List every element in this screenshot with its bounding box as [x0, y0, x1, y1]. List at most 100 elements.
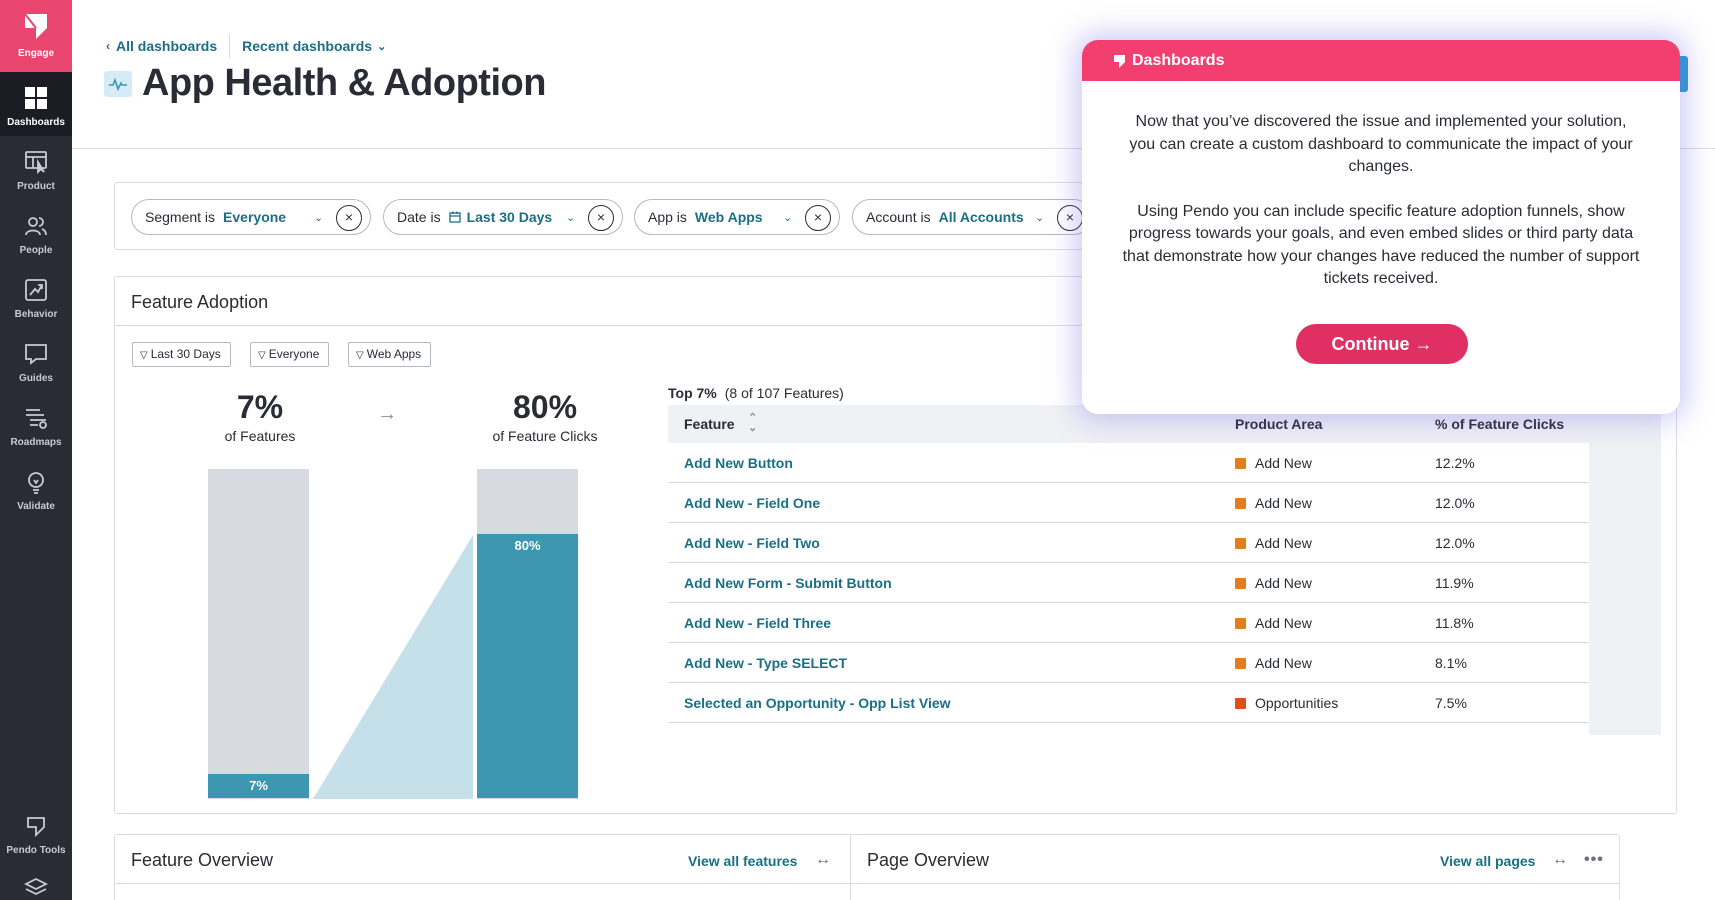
sidebar-item-label: People — [19, 245, 53, 256]
sidebar-item-roadmaps[interactable]: Roadmaps — [0, 392, 72, 456]
clicks-bar-fill: 80% — [477, 534, 578, 798]
features-bar-track — [208, 469, 309, 799]
app-filter[interactable]: App is Web Apps ⌄ × — [634, 199, 840, 235]
area-color-swatch — [1235, 457, 1246, 469]
filter-icon: ▽ — [140, 350, 148, 361]
feature-link[interactable]: Selected an Opportunity - Opp List View — [684, 695, 951, 711]
chevron-down-icon: ⌄ — [566, 211, 576, 224]
guides-icon — [25, 344, 47, 365]
sidebar-item-product[interactable]: Product — [0, 136, 72, 200]
card-title: Feature Adoption — [131, 292, 269, 312]
table-row[interactable]: Add New - Field One Add New 12.0% — [668, 483, 1589, 523]
dashboards-icon — [25, 87, 47, 109]
filter-icon: ▽ — [356, 350, 364, 361]
sidebar-item-dashboards[interactable]: Dashboards — [0, 72, 72, 136]
table-row[interactable]: Selected an Opportunity - Opp List View O… — [668, 683, 1589, 723]
sidebar-item-behavior[interactable]: Behavior — [0, 264, 72, 328]
view-all-features-link[interactable]: View all features — [688, 853, 798, 869]
top-percent: Top 7% — [668, 385, 717, 401]
sidebar-item-guides[interactable]: Guides — [0, 328, 72, 392]
filter-bar: Segment is Everyone ⌄ × Date is Last 30 … — [114, 182, 1414, 250]
clear-filter-icon[interactable]: × — [336, 205, 362, 231]
features-bar-label: 7% — [249, 778, 268, 793]
page-header: App Health & Adoption — [104, 62, 546, 105]
more-options-icon[interactable]: ••• — [1584, 851, 1604, 868]
filter-key: Account is — [866, 209, 931, 225]
table-row[interactable]: Add New Button Add New 12.2% — [668, 443, 1589, 483]
clear-filter-icon[interactable]: × — [588, 205, 614, 231]
col-product-area[interactable]: Product Area — [1235, 416, 1323, 432]
click-percent: 7.5% — [1435, 695, 1467, 711]
app-chip: ▽ Web Apps — [348, 342, 432, 367]
expand-icon[interactable]: ↔ — [1552, 851, 1568, 868]
area-label: Add New — [1255, 535, 1312, 551]
table-row[interactable]: Add New - Type SELECT Add New 8.1% — [668, 643, 1589, 683]
feature-link[interactable]: Add New - Type SELECT — [684, 655, 848, 671]
segment-chip: ▽ Everyone — [250, 342, 330, 367]
sidebar-item-label: Product — [17, 181, 55, 192]
filter-value: Web Apps — [694, 209, 763, 225]
product-area: Add New — [1235, 575, 1312, 591]
top-count: (8 of 107 Features) — [724, 385, 844, 401]
sidebar-item-label: Behavior — [14, 309, 58, 320]
guide-popup: Dashboards Now that you’ve discovered th… — [1082, 40, 1680, 414]
sidebar-item-layers[interactable] — [0, 866, 72, 900]
sidebar-item-label: Guides — [19, 373, 53, 384]
sort-icon[interactable]: ⌃ ⌄ — [748, 412, 758, 434]
account-filter[interactable]: Account is All Accounts ⌄ × — [852, 199, 1092, 235]
header-divider — [72, 148, 1715, 149]
click-percent: 11.8% — [1435, 615, 1474, 631]
card-divider — [115, 325, 1676, 326]
sidebar-item-pendo-tools[interactable]: Pendo Tools — [0, 800, 72, 864]
click-percent: 8.1% — [1435, 655, 1467, 671]
clicks-caption: of Feature Clicks — [492, 428, 598, 444]
click-percent: 12.0% — [1435, 495, 1475, 511]
product-icon — [25, 151, 47, 175]
clear-filter-icon[interactable]: × — [1057, 205, 1083, 231]
guide-header: Dashboards — [1082, 40, 1680, 81]
calendar-icon — [448, 211, 461, 223]
chip-label: Last 30 Days — [150, 347, 221, 361]
product-area: Add New — [1235, 615, 1312, 631]
area-color-swatch — [1235, 617, 1246, 629]
roadmaps-icon — [26, 409, 47, 429]
table-row[interactable]: Add New Form - Submit Button Add New 11.9% — [668, 563, 1589, 603]
feature-link[interactable]: Add New Form - Submit Button — [684, 575, 892, 591]
sidebar-item-label: Validate — [17, 501, 55, 512]
continue-button[interactable]: Continue → — [1296, 324, 1468, 364]
segment-filter[interactable]: Segment is Everyone ⌄ × — [131, 199, 371, 235]
guide-title: Dashboards — [1132, 51, 1225, 69]
area-label: Add New — [1255, 575, 1312, 591]
people-icon — [25, 217, 47, 236]
engage-button[interactable]: Engage — [0, 0, 72, 72]
guide-paragraph: Using Pendo you can include specific fea… — [1122, 202, 1640, 288]
feature-link[interactable]: Add New - Field Three — [684, 615, 832, 631]
breadcrumb: ‹ All dashboards Recent dashboards ⌄ — [106, 34, 386, 58]
click-percent: 12.0% — [1435, 535, 1475, 551]
feature-link[interactable]: Add New - Field Two — [684, 535, 820, 551]
table-scroll-area[interactable] — [1589, 405, 1661, 735]
expand-icon[interactable]: ↔ — [815, 851, 831, 868]
col-feature-clicks[interactable]: % of Feature Clicks — [1435, 416, 1565, 432]
all-dashboards-link[interactable]: All dashboards — [116, 38, 218, 54]
features-stat: 7% of Features — [185, 389, 335, 444]
table-row[interactable]: Add New - Field Two Add New 12.0% — [668, 523, 1589, 563]
feature-link[interactable]: Add New Button — [684, 455, 793, 471]
card-title: Feature Overview — [131, 850, 274, 870]
table-row[interactable]: Add New - Field Three Add New 11.8% — [668, 603, 1589, 643]
recent-dashboards-dropdown[interactable]: Recent dashboards — [242, 38, 373, 54]
card-divider — [115, 883, 853, 884]
filter-key: Date is — [397, 209, 441, 225]
area-label: Add New — [1255, 615, 1312, 631]
filter-icon: ▽ — [258, 350, 266, 361]
view-all-pages-link[interactable]: View all pages — [1440, 853, 1536, 869]
clicks-stat: 80% of Feature Clicks — [445, 389, 645, 444]
sidebar-item-validate[interactable]: Validate — [0, 456, 72, 520]
date-filter[interactable]: Date is Last 30 Days ⌄ × — [383, 199, 623, 235]
sidebar-item-people[interactable]: People — [0, 200, 72, 264]
area-color-swatch — [1235, 697, 1246, 709]
clear-filter-icon[interactable]: × — [805, 205, 831, 231]
feature-link[interactable]: Add New - Field One — [684, 495, 821, 511]
guide-body: Now that you’ve discovered the issue and… — [1082, 111, 1680, 291]
col-feature[interactable]: Feature — [684, 416, 735, 432]
